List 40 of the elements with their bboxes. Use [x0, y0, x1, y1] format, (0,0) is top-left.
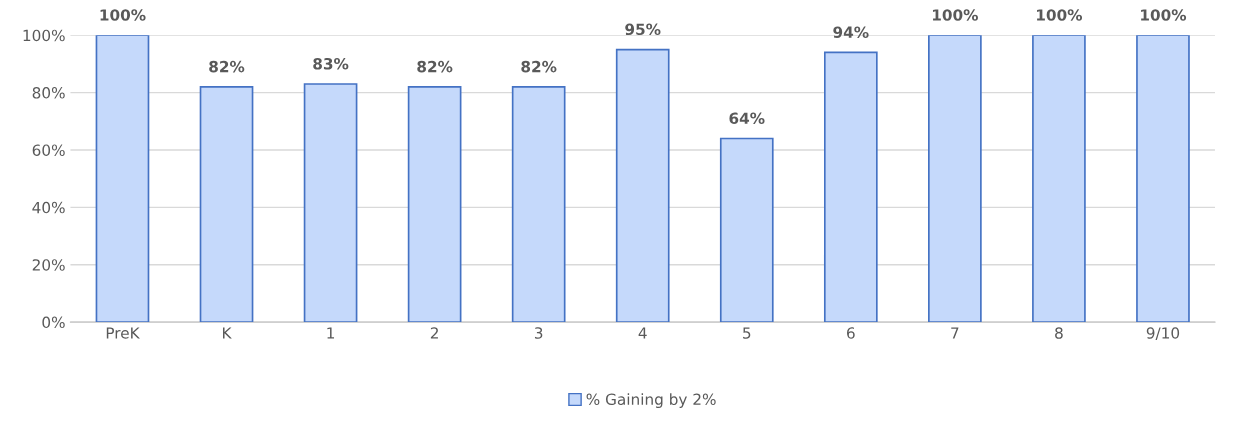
data-label: 83%	[313, 57, 349, 70]
x-tick-label: PreK	[106, 327, 140, 339]
x-tick-label: 7	[951, 327, 959, 339]
y-tick-label: 60%	[32, 144, 65, 156]
x-tick-label: 2	[430, 327, 438, 339]
y-tick-label: 40%	[32, 201, 65, 214]
data-label: 100%	[1141, 9, 1187, 21]
x-tick-label: 9/10	[1146, 327, 1180, 340]
x-tick-label: 6	[847, 327, 855, 339]
bar	[407, 86, 462, 323]
data-label: 64%	[729, 112, 765, 125]
x-tick-label: 1	[327, 327, 335, 339]
bar	[1136, 35, 1190, 323]
data-label: 82%	[521, 60, 557, 73]
bar	[95, 35, 150, 323]
x-tick-label: 5	[743, 327, 751, 339]
bar	[615, 48, 670, 323]
y-tick-label: 100%	[23, 29, 65, 42]
bar	[1032, 35, 1086, 323]
data-label: 82%	[209, 60, 245, 73]
y-tick-label: 0%	[42, 316, 65, 329]
data-label: 82%	[417, 60, 453, 73]
y-tick-label: 80%	[32, 87, 65, 99]
bar	[511, 86, 566, 323]
x-tick-label: 3	[534, 327, 543, 339]
bar	[928, 35, 982, 323]
legend-label: % Gaining by 2%	[586, 393, 716, 408]
x-tick-label: 8	[1055, 327, 1063, 339]
data-label: 94%	[833, 26, 869, 38]
data-label: 100%	[932, 9, 978, 21]
data-label: 100%	[1037, 9, 1083, 21]
x-tick-label: 4	[638, 327, 647, 339]
bar	[303, 83, 358, 323]
y-tick-label: 20%	[32, 259, 65, 271]
x-tick-label: K	[223, 327, 232, 339]
data-label: 95%	[625, 23, 661, 36]
bar	[719, 137, 774, 323]
bar	[823, 51, 878, 323]
data-label: 100%	[100, 9, 146, 21]
bar	[199, 86, 254, 323]
